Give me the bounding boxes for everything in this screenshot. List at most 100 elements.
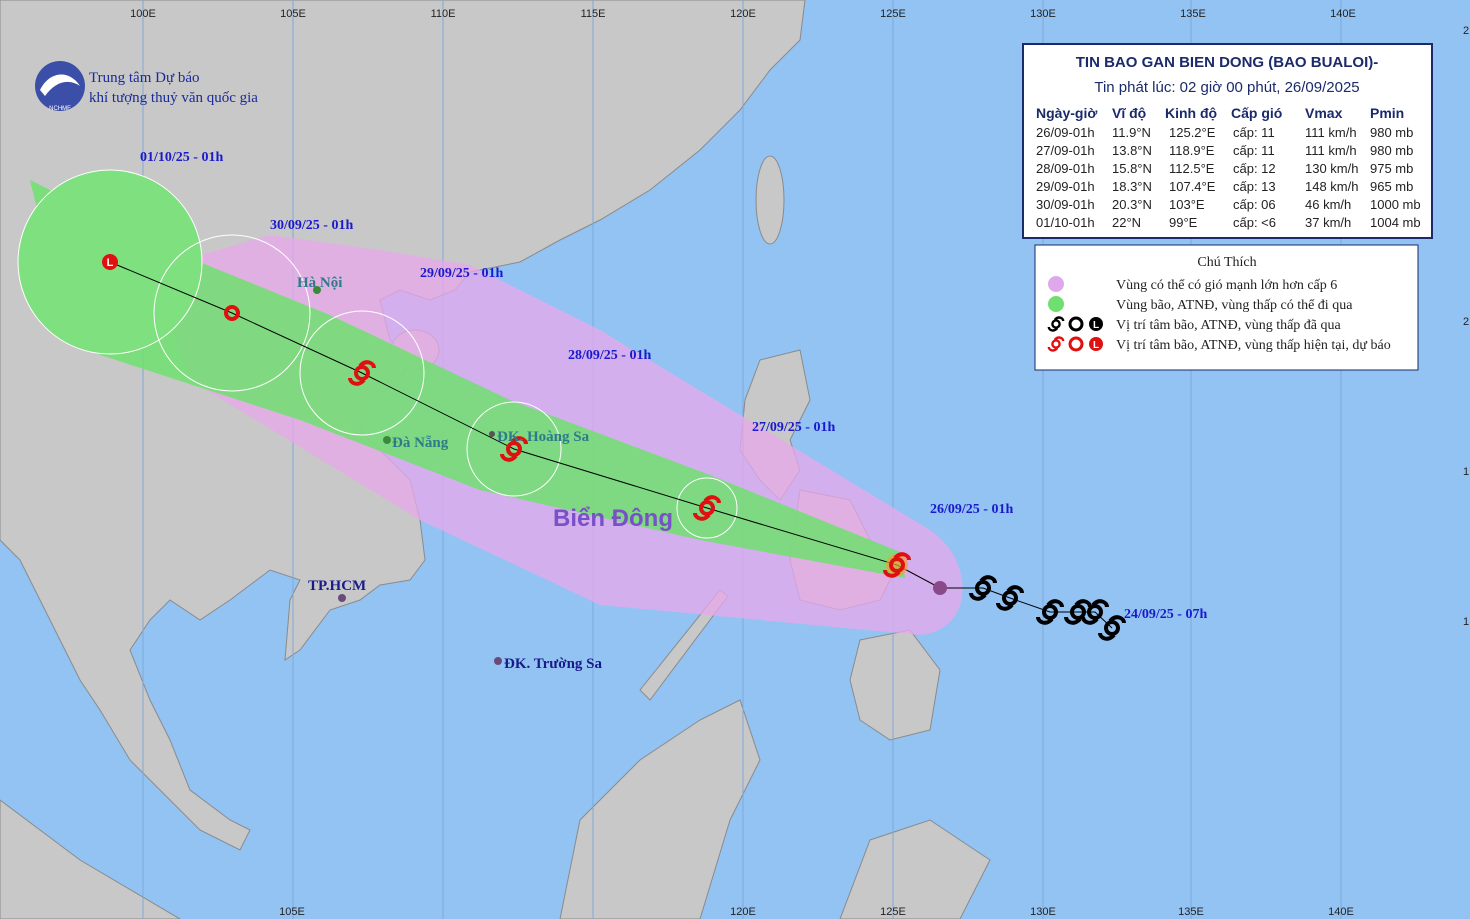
- bottom-tick-label: 135E: [1178, 906, 1204, 918]
- org-name: Trung tâm Dự báo: [89, 70, 200, 86]
- ticks: 100E 105E 110E 115E 120E 125E 130E 135E 140E 105E…: [130, 8, 1469, 918]
- place-label: TP.HCM: [308, 578, 366, 594]
- lat-tick-label: 1: [1463, 466, 1469, 478]
- table-cell: 111 km/h: [1305, 143, 1357, 158]
- top-tick-label: 130E: [1030, 8, 1056, 20]
- low-symbol: L: [107, 257, 114, 269]
- legend-center-icon: [1068, 336, 1084, 352]
- table-cell: 1004 mb: [1370, 215, 1421, 230]
- top-tick-label: 135E: [1180, 8, 1206, 20]
- table-cell: 18.3°N: [1112, 179, 1152, 194]
- column-header: Pmin: [1370, 105, 1404, 121]
- table-cell: 30/09-01h: [1036, 197, 1095, 212]
- table-cell: cấp: 13: [1233, 179, 1276, 194]
- top-tick-label: 125E: [880, 8, 906, 20]
- table-cell: 980 mb: [1370, 143, 1413, 158]
- forecast-low: [102, 254, 118, 270]
- past-position: [933, 581, 947, 595]
- bottom-tick-label: 105E: [279, 906, 305, 918]
- place-label: Hà Nội: [297, 275, 342, 291]
- table-cell: cấp: 12: [1233, 161, 1276, 176]
- table-cell: 27/09-01h: [1036, 143, 1095, 158]
- column-header: Ngày-giờ: [1036, 105, 1097, 121]
- column-header: Vmax: [1305, 105, 1343, 121]
- legend-low-icon: [1089, 317, 1103, 331]
- table-cell: 118.9°E: [1169, 143, 1215, 158]
- lat-tick-label: 2: [1463, 25, 1469, 37]
- legend-item: Vị trí tâm bão, ATNĐ, vùng thấp đã qua: [1116, 318, 1342, 333]
- legend-low-icon: [1089, 337, 1103, 351]
- table-cell: 107.4°E: [1169, 179, 1216, 194]
- table-cell: 29/09-01h: [1036, 179, 1095, 194]
- bulletin-subtitle: Tin phát lúc: 02 giờ 00 phút, 26/09/2025: [1094, 79, 1359, 96]
- forecast-positions: [348, 360, 911, 578]
- bulletin-title: TIN BAO GAN BIEN DONG (BAO BUALOI)-: [1076, 54, 1378, 71]
- table-cell: cấp: 06: [1233, 197, 1276, 212]
- org-name: khí tượng thuỷ văn quốc gia: [89, 90, 258, 106]
- legend: Chú Thích Vùng có thể có gió mạnh lớn hơ…: [1034, 244, 1419, 371]
- table-cell: 01/10-01h: [1036, 215, 1095, 230]
- logo-text: NCHMF: [49, 106, 71, 112]
- table-cell: cấp: 11: [1233, 143, 1275, 158]
- top-tick-label: 120E: [730, 8, 756, 20]
- table-cell: 103°E: [1169, 197, 1205, 212]
- table-cell: 112.5°E: [1169, 161, 1215, 176]
- bottom-tick-label: 120E: [730, 906, 756, 918]
- table-cell: 22°N: [1112, 215, 1141, 230]
- legend-item: Vùng có thể có gió mạnh lớn hơn cấp 6: [1116, 278, 1337, 293]
- table-cell: cấp: <6: [1233, 215, 1276, 230]
- legend-item: Vùng bão, ATNĐ, vùng thấp có thể đi qua: [1116, 298, 1353, 313]
- table-cell: 980 mb: [1370, 125, 1413, 140]
- place-label: ĐK. Hoàng Sa: [497, 429, 590, 445]
- date-label: 24/09/25 - 07h: [1124, 607, 1207, 622]
- lat-tick-label: 1: [1463, 616, 1469, 628]
- table-cell: 37 km/h: [1305, 215, 1351, 230]
- place-label: ĐK. Trường Sa: [504, 656, 603, 672]
- table-cell: cấp: 11: [1233, 125, 1275, 140]
- column-header: Cấp gió: [1231, 105, 1282, 121]
- table-cell: 20.3°N: [1112, 197, 1152, 212]
- legend-item: Vị trí tâm bão, ATNĐ, vùng thấp hiện tại…: [1116, 338, 1391, 353]
- table-cell: 15.8°N: [1112, 161, 1152, 176]
- top-tick-label: 105E: [280, 8, 306, 20]
- table-cell: 975 mb: [1370, 161, 1413, 176]
- bulletin-table: TIN BAO GAN BIEN DONG (BAO BUALOI)- Tin …: [1022, 43, 1433, 239]
- table-cell: 46 km/h: [1305, 197, 1351, 212]
- table-cell: 125.2°E: [1169, 125, 1216, 140]
- table-cell: 148 km/h: [1305, 179, 1358, 194]
- date-label: 29/09/25 - 01h: [420, 266, 503, 281]
- legend-low-symbol: L: [1093, 340, 1099, 351]
- column-header: Kinh độ: [1165, 105, 1217, 121]
- bottom-tick-label: 125E: [880, 906, 906, 918]
- table-cell: 26/09-01h: [1036, 125, 1095, 140]
- legend-swatch: [1048, 276, 1064, 292]
- table-cell: 130 km/h: [1305, 161, 1358, 176]
- date-label: 27/09/25 - 01h: [752, 420, 835, 435]
- table-cell: 111 km/h: [1305, 125, 1357, 140]
- top-tick-label: 110E: [431, 8, 456, 20]
- date-label: 26/09/25 - 01h: [930, 502, 1013, 517]
- table-cell: 11.9°N: [1112, 125, 1151, 140]
- date-label: 01/10/25 - 01h: [140, 150, 223, 165]
- top-tick-label: 115E: [581, 8, 606, 20]
- date-label: 30/09/25 - 01h: [270, 218, 353, 233]
- place-label: Đà Nẵng: [392, 435, 449, 451]
- table-cell: 965 mb: [1370, 179, 1413, 194]
- top-tick-label: 100E: [130, 8, 156, 20]
- legend-swatch: [1048, 296, 1064, 312]
- lat-tick-label: 2: [1463, 316, 1469, 328]
- table-cell: 99°E: [1169, 215, 1198, 230]
- legend-title: Chú Thích: [1197, 255, 1256, 270]
- legend-low-symbol: L: [1093, 320, 1099, 331]
- track-cone: [30, 180, 905, 578]
- table-cell: 28/09-01h: [1036, 161, 1095, 176]
- logo-wave: [40, 74, 80, 96]
- sea-label: Biển Đông: [553, 505, 673, 532]
- date-label: 28/09/25 - 01h: [568, 348, 651, 363]
- uncertainty-circles: [153, 234, 738, 539]
- column-header: Vĩ độ: [1112, 105, 1146, 121]
- bottom-tick-label: 140E: [1328, 906, 1354, 918]
- legend-center-icon: [1068, 316, 1084, 332]
- top-tick-label: 140E: [1330, 8, 1356, 20]
